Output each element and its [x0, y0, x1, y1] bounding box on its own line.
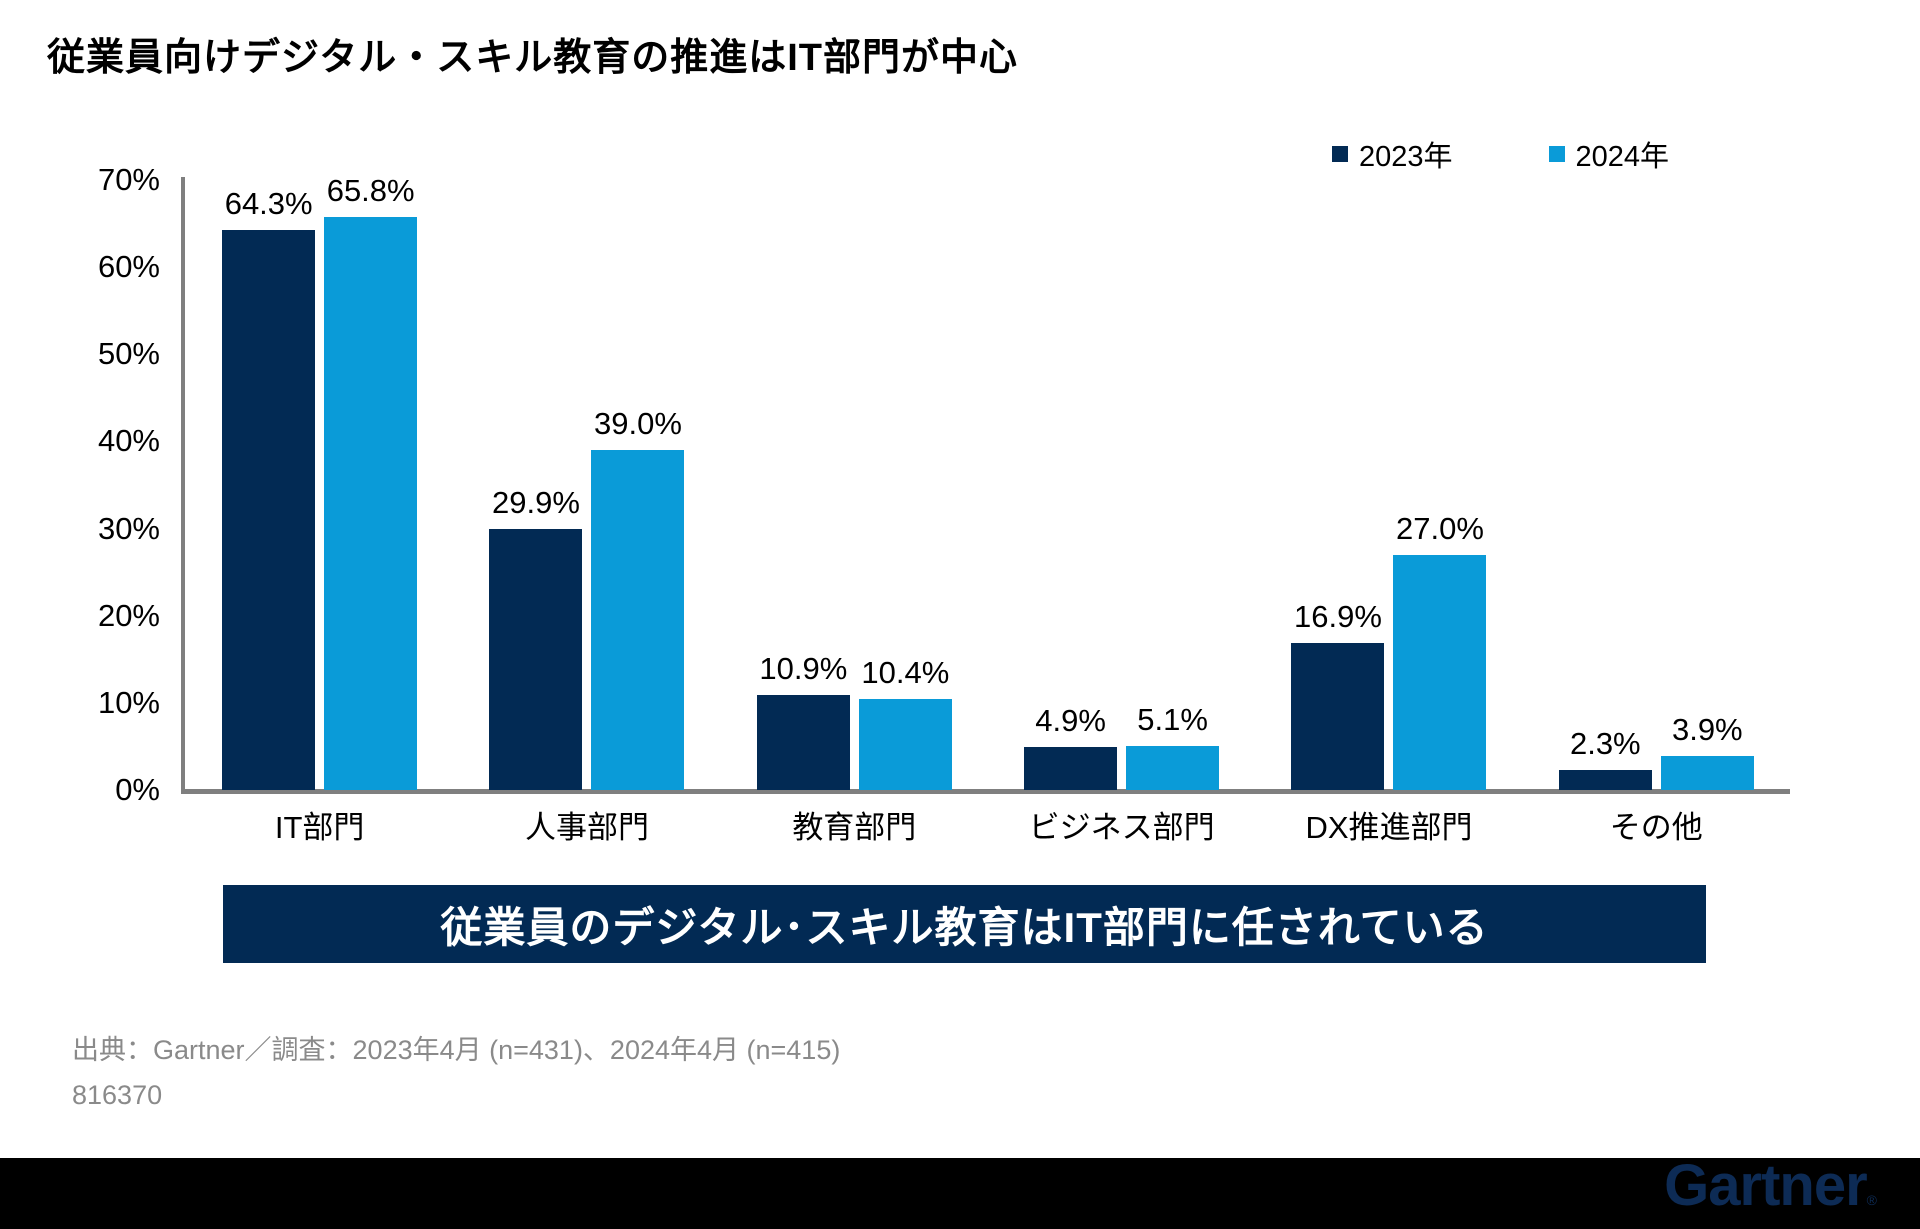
y-tick-label: 20%	[97, 597, 160, 633]
bar-2023年: 16.9%	[1291, 599, 1385, 790]
value-label: 3.9%	[1671, 712, 1743, 748]
category-label: ビジネス部門	[1028, 810, 1215, 845]
value-label: 39.0%	[594, 406, 682, 442]
value-label: 10.4%	[861, 655, 950, 691]
category-label: DX推進部門	[1305, 810, 1473, 845]
value-label: 65.8%	[326, 172, 415, 208]
registered-mark-icon: ®	[1866, 1192, 1877, 1208]
value-label: 10.9%	[759, 651, 848, 687]
bar-2023年: 4.9%	[1024, 703, 1118, 790]
chart-legend: 2023年 2024年	[1332, 133, 1669, 175]
y-tick-label: 0%	[115, 772, 160, 807]
bar-2023年: 10.9%	[756, 651, 850, 790]
y-tick-label: 70%	[97, 162, 160, 197]
plot-area: 64.3% 65.8% 29.9% 39.0% 10.9% 10.4% 4.9% 5.1% 16…	[186, 173, 1790, 790]
bar-group: 2.3% 3.9%	[1523, 180, 1790, 790]
value-label: 27.0%	[1396, 510, 1484, 546]
bar-2024年: 39.0%	[591, 406, 685, 790]
bar-2024年: 27.0%	[1393, 511, 1487, 790]
bar-2024年: 65.8%	[324, 173, 418, 790]
source-note: 出典：Gartner／調査：2023年4月 (n=431)、2024年4月 (n…	[72, 1035, 841, 1065]
bar-2023年: 29.9%	[489, 485, 583, 790]
gartner-logo-text: Gartner	[1664, 1153, 1868, 1218]
bar-2023年: 64.3%	[222, 186, 316, 790]
doc-id: 816370	[72, 1080, 163, 1110]
category-label: 人事部門	[524, 810, 649, 845]
page-title: 従業員向けデジタル・スキル教育の推進はIT部門が中心	[47, 37, 1019, 79]
y-axis-line	[181, 177, 185, 793]
y-tick-label: 60%	[97, 249, 160, 285]
bar-group: 64.3% 65.8%	[186, 173, 453, 790]
bar-2024年: 3.9%	[1660, 712, 1754, 790]
value-label: 2.3%	[1569, 725, 1641, 761]
bar-2024年: 10.4%	[858, 655, 952, 790]
x-axis-line	[181, 789, 1790, 794]
footer-bar: Gartner®	[0, 1153, 1920, 1229]
legend-item-2023: 2023年	[1332, 133, 1453, 175]
gartner-logo: Gartner®	[1664, 1152, 1877, 1219]
y-tick-label: 10%	[97, 684, 160, 720]
legend-swatch-2023	[1332, 146, 1348, 162]
value-label: 29.9%	[492, 485, 580, 521]
legend-swatch-2024	[1548, 146, 1565, 162]
y-tick-label: 30%	[97, 510, 160, 546]
bar-group: 16.9% 27.0%	[1255, 180, 1522, 790]
x-axis-labels: IT部門 人事部門 教育部門 ビジネス部門 DX推進部門 その他	[186, 802, 1790, 847]
category-label: その他	[1609, 810, 1703, 845]
category-label: 教育部門	[792, 810, 917, 845]
value-label: 64.3%	[224, 185, 313, 221]
callout-banner-text: 従業員のデジタル･スキル教育はIT部門に任されている	[440, 903, 1489, 951]
bar-group: 29.9% 39.0%	[453, 180, 720, 790]
y-tick-label: 40%	[97, 423, 160, 459]
bar-group: 4.9% 5.1%	[988, 180, 1255, 790]
legend-item-2024: 2024年	[1548, 133, 1670, 175]
value-label: 16.9%	[1294, 598, 1382, 634]
y-axis: 0% 10% 20% 30% 40% 50% 60% 70%	[20, 162, 160, 807]
bar-2023年: 2.3%	[1558, 726, 1652, 790]
value-label: 5.1%	[1137, 701, 1208, 737]
legend-label-2024: 2024年	[1575, 141, 1670, 173]
category-label: IT部門	[274, 810, 365, 845]
bar-2024年: 5.1%	[1126, 702, 1220, 790]
legend-label-2023: 2023年	[1359, 141, 1453, 173]
value-label: 4.9%	[1035, 703, 1106, 739]
callout-banner: 従業員のデジタル･スキル教育はIT部門に任されている	[223, 885, 1706, 963]
bar-group: 10.9% 10.4%	[721, 180, 988, 790]
y-tick-label: 50%	[97, 336, 160, 372]
